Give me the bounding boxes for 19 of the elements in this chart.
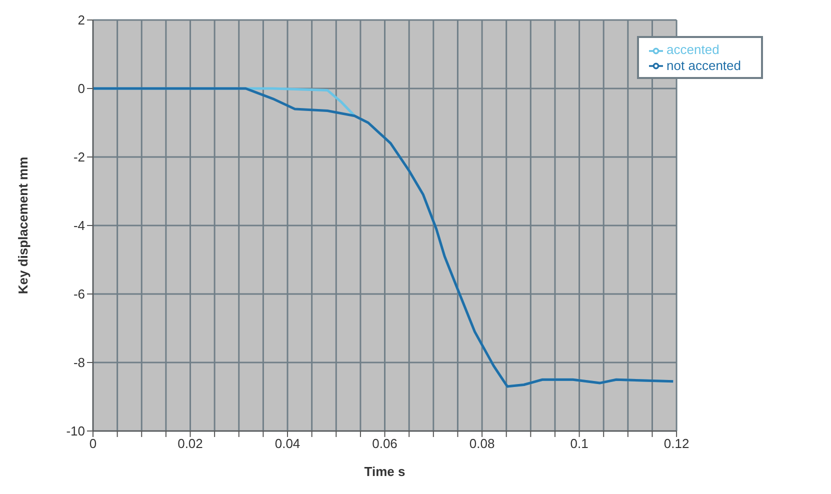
y-tick-label: 2 [78,12,85,28]
x-tick-label: 0.04 [274,436,300,452]
x-tick-label: 0.1 [570,436,588,452]
y-tick-label: 0 [78,81,85,96]
x-tick-label: 0.12 [664,436,690,452]
legend-label: accented [666,42,720,57]
y-tick-label: -4 [73,218,85,234]
line-series [93,87,674,388]
y-axis-title: Key displacement mm [16,156,31,294]
x-tick-label: 0.08 [469,436,495,452]
legend-label: not accented [666,58,741,73]
x-tick-label: 0.02 [178,436,203,452]
y-tick-label: -2 [73,150,85,165]
y-tick-label: -8 [73,355,85,370]
y-tick-label: -6 [73,286,85,302]
x-axis-title: Time s [364,464,406,479]
x-tick-label: 0.06 [372,436,398,452]
y-tick-label: -10 [66,424,85,439]
x-tick-label: 0 [89,436,97,452]
